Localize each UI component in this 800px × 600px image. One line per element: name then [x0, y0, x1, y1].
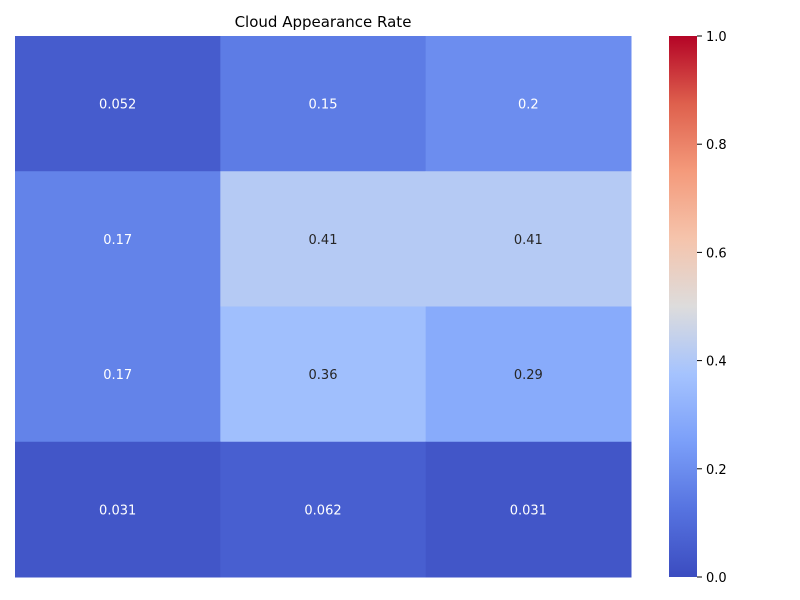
- heatmap-cell-label-r1-c1: 0.41: [309, 233, 338, 248]
- heatmap-cell-r2-c0: [15, 306, 221, 443]
- colorbar-ticks: 0.0 0.2 0.4 0.6 0.8 1.0: [697, 30, 727, 586]
- colorbar-tick-label-3: 0.6: [706, 246, 727, 261]
- colorbar: 0.0 0.2 0.4 0.6 0.8 1.0: [669, 30, 727, 586]
- heatmap-cell-label-r3-c0: 0.031: [99, 503, 136, 518]
- heatmap-cell-r0-c2: [425, 36, 632, 172]
- colorbar-tick-label-2: 0.4: [706, 355, 727, 370]
- heatmap-cell-label-r3-c2: 0.031: [510, 503, 547, 518]
- heatmap-cell-r0-c1: [220, 36, 427, 172]
- heatmap-cell-r2-c1: [220, 306, 427, 443]
- heatmap-cells: [15, 36, 632, 578]
- heatmap-cell-r1-c0: [15, 171, 221, 307]
- colorbar-tick-label-1: 0.2: [706, 463, 727, 478]
- heatmap-cell-label-r0-c2: 0.2: [518, 98, 539, 113]
- heatmap-cell-label-r1-c0: 0.17: [103, 233, 132, 248]
- heatmap-cell-label-r2-c0: 0.17: [103, 368, 132, 383]
- heatmap-cell-r0-c0: [15, 36, 221, 172]
- heatmap-cell-labels: 0.052 0.15 0.2 0.17 0.41 0.41 0.17 0.36 0.29 0.03…: [99, 98, 547, 519]
- heatmap-cell-label-r0-c0: 0.052: [99, 98, 136, 113]
- heatmap-cell-r1-c2: [425, 171, 632, 307]
- heatmap-cell-label-r0-c1: 0.15: [309, 98, 338, 113]
- heatmap-cell-label-r3-c1: 0.062: [304, 503, 341, 518]
- heatmap-cell-label-r1-c2: 0.41: [514, 233, 543, 248]
- heatmap-cell-r1-c1: [220, 171, 427, 307]
- heatmap-cell-r2-c2: [425, 306, 632, 443]
- colorbar-gradient: [669, 36, 697, 577]
- colorbar-tick-label-5: 1.0: [706, 30, 727, 45]
- chart-title: Cloud Appearance Rate: [235, 13, 412, 31]
- colorbar-tick-label-0: 0.0: [706, 571, 727, 586]
- heatmap-cell-r3-c1: [220, 441, 427, 578]
- colorbar-tick-label-4: 0.8: [706, 138, 727, 153]
- heatmap-cell-r3-c2: [425, 441, 632, 578]
- heatmap-cell-label-r2-c1: 0.36: [309, 368, 338, 383]
- heatmap-cell-label-r2-c2: 0.29: [514, 368, 543, 383]
- heatmap-cell-r3-c0: [15, 441, 221, 578]
